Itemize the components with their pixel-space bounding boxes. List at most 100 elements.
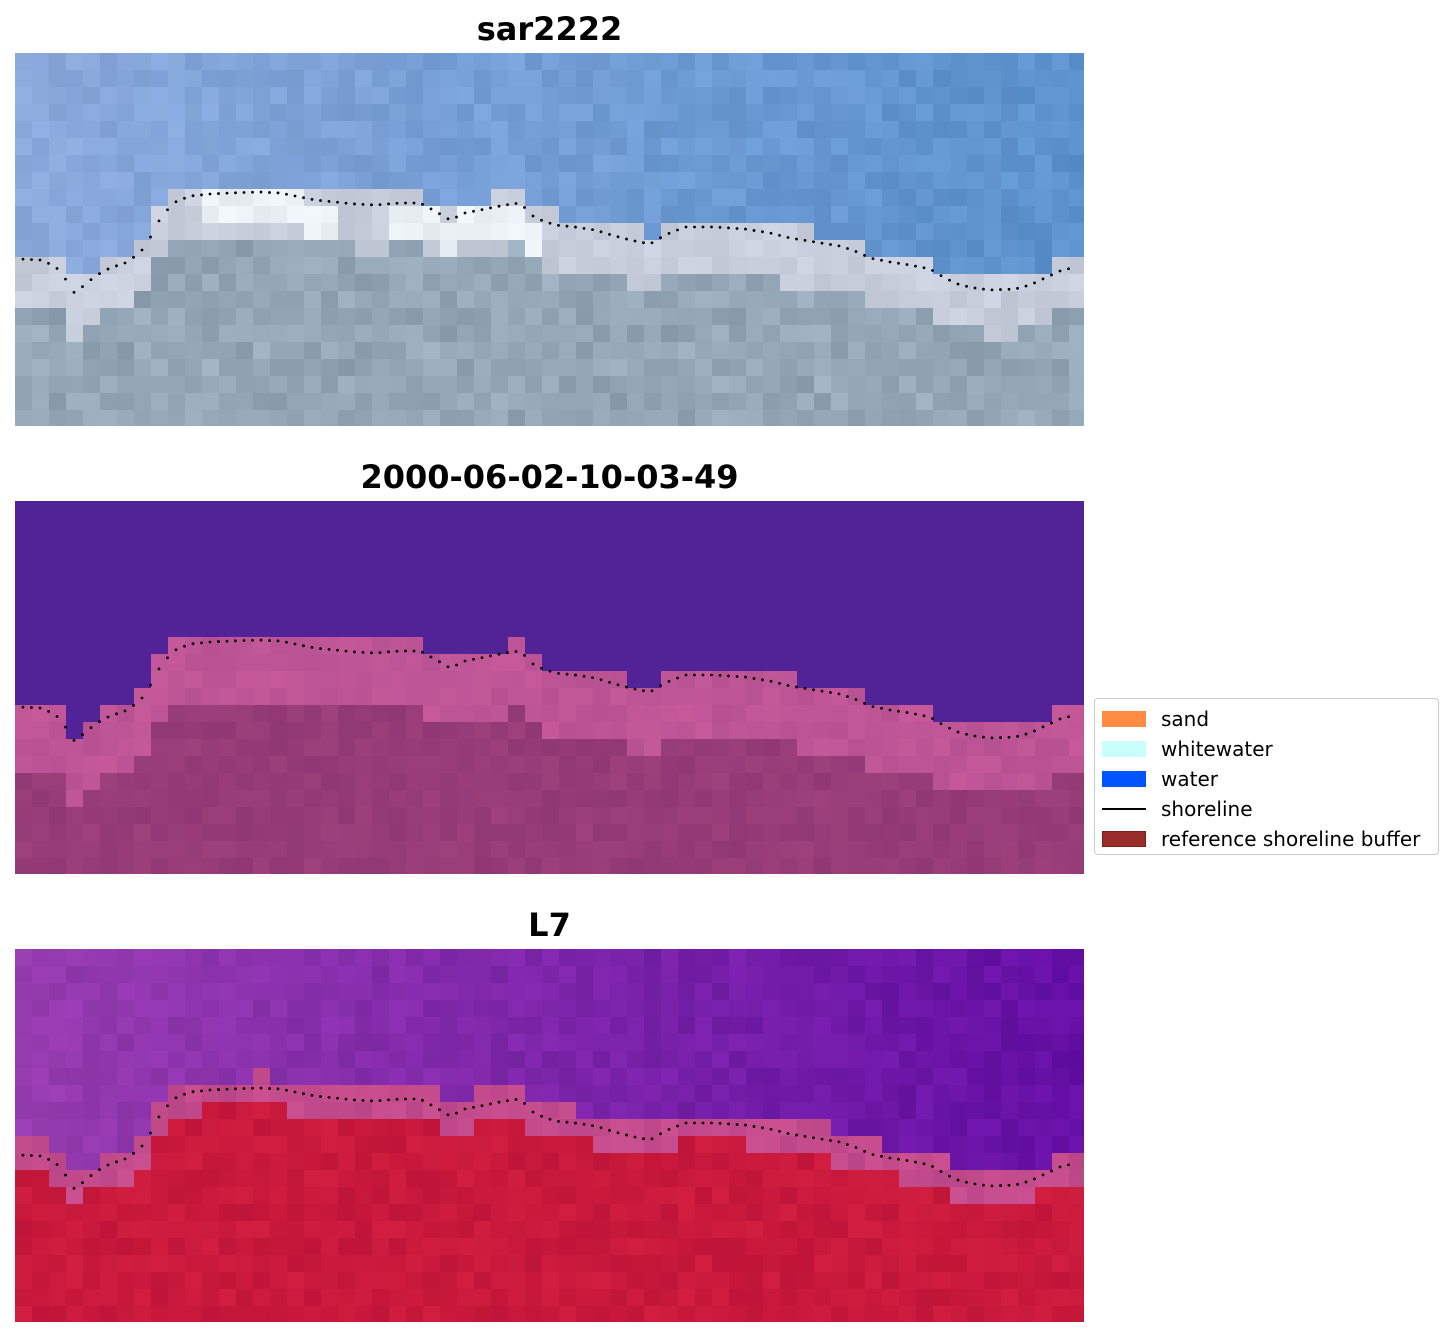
- shoreline-dot: [710, 225, 713, 229]
- shoreline-dot: [378, 651, 382, 654]
- shoreline-dot: [922, 1162, 926, 1166]
- shoreline-dot: [438, 660, 441, 664]
- shoreline-dot: [693, 225, 696, 229]
- shoreline-dot: [251, 190, 254, 194]
- shoreline-dot: [55, 267, 59, 270]
- shoreline-dot: [982, 287, 985, 291]
- shoreline-dot: [948, 1174, 951, 1178]
- shoreline-dot: [55, 715, 59, 718]
- shoreline-dot: [1050, 273, 1053, 277]
- shoreline-dot: [285, 1088, 288, 1092]
- shoreline-dot: [497, 1100, 501, 1104]
- shoreline-dot: [166, 656, 169, 660]
- shoreline-dot: [268, 639, 271, 642]
- shoreline-dot: [667, 680, 671, 683]
- shoreline-dot: [489, 654, 492, 658]
- shoreline-dot: [421, 1098, 424, 1102]
- shoreline-dot: [1024, 284, 1028, 288]
- shoreline-dot: [336, 648, 339, 652]
- shoreline-dot: [285, 192, 288, 196]
- legend-item-water: water: [1095, 764, 1438, 794]
- shoreline-dot: [140, 696, 144, 700]
- shoreline-dot: [591, 228, 594, 232]
- shoreline-dot: [761, 678, 764, 682]
- shoreline-dot: [531, 214, 535, 218]
- shoreline-dot: [21, 705, 25, 709]
- shoreline-dot: [64, 1173, 67, 1177]
- shoreline-dot: [888, 708, 892, 712]
- shoreline-dot: [718, 225, 722, 229]
- shoreline-dot: [429, 207, 433, 211]
- shoreline-dot: [268, 191, 271, 194]
- shoreline-dot: [786, 684, 790, 687]
- shoreline-dot: [344, 649, 348, 653]
- shoreline-dot: [174, 648, 178, 652]
- shoreline-dot: [259, 638, 263, 642]
- shoreline-dot: [625, 237, 628, 241]
- shoreline-dot: [965, 284, 968, 288]
- shoreline-dot: [1024, 732, 1028, 736]
- shoreline-dot: [64, 725, 67, 729]
- shoreline-dot: [123, 1157, 127, 1161]
- shoreline-dot: [225, 1087, 229, 1091]
- shoreline-dot: [846, 1143, 849, 1146]
- shoreline-dot: [863, 254, 866, 257]
- shoreline-dot: [616, 683, 620, 687]
- shoreline-dot: [973, 286, 977, 290]
- shoreline-dot: [939, 1170, 943, 1173]
- shoreline-dot: [574, 1121, 577, 1125]
- shoreline-dot: [489, 206, 492, 210]
- shoreline-dot: [293, 194, 297, 198]
- shoreline-dot: [217, 640, 220, 643]
- shoreline-dot: [98, 720, 101, 723]
- shoreline-dot: [1016, 734, 1019, 738]
- shoreline-dot: [183, 644, 186, 648]
- shoreline-dot: [693, 1121, 696, 1125]
- shoreline-dot: [659, 684, 662, 688]
- shoreline-dot: [412, 649, 416, 653]
- shoreline-dot: [1033, 1177, 1036, 1181]
- shoreline-dot: [446, 665, 450, 669]
- shoreline-dot: [769, 1127, 773, 1131]
- shoreline-dot: [327, 200, 331, 203]
- shoreline-dot: [378, 203, 382, 207]
- shoreline-dot: [990, 1184, 994, 1188]
- shoreline-dot: [140, 1144, 144, 1148]
- shoreline-dot: [803, 687, 807, 690]
- shoreline-dot: [990, 288, 994, 292]
- shoreline-dot: [463, 659, 467, 663]
- shoreline-dots: [21, 1086, 1070, 1190]
- shoreline-dot: [310, 198, 314, 201]
- shoreline-dot: [1041, 277, 1045, 281]
- shoreline-dot: [98, 1168, 101, 1171]
- shoreline-dot: [897, 261, 900, 265]
- shoreline-dot: [123, 261, 127, 265]
- shoreline-dot: [81, 285, 84, 289]
- shoreline-dot: [854, 1146, 858, 1149]
- shoreline-dot: [370, 203, 373, 207]
- shoreline-dot: [72, 1186, 76, 1190]
- shoreline-dot: [234, 639, 237, 643]
- shoreline-dot: [871, 1153, 875, 1156]
- shoreline-dot: [1041, 725, 1045, 729]
- shoreline-dot: [157, 219, 161, 223]
- shoreline-dot: [404, 649, 407, 653]
- shoreline-dot: [21, 257, 25, 261]
- shoreline-dot: [761, 230, 764, 234]
- shoreline-dot: [463, 211, 467, 215]
- shoreline-dot: [965, 1180, 968, 1184]
- shoreline-dot: [837, 1140, 841, 1144]
- shoreline-dot: [633, 687, 637, 691]
- shoreline-dot: [727, 1122, 730, 1126]
- shoreline-dot: [387, 202, 390, 206]
- shoreline-dot: [540, 666, 543, 670]
- shoreline-dot: [191, 194, 195, 198]
- shoreline-dot: [72, 738, 76, 742]
- shoreline-dot: [472, 1105, 475, 1109]
- shoreline-dot: [633, 239, 637, 243]
- shoreline-dot: [744, 1123, 747, 1127]
- classified-image: [15, 501, 1084, 874]
- shoreline-dot: [1016, 286, 1019, 290]
- shoreline-dot: [948, 726, 951, 730]
- shoreline-dot: [1067, 715, 1070, 719]
